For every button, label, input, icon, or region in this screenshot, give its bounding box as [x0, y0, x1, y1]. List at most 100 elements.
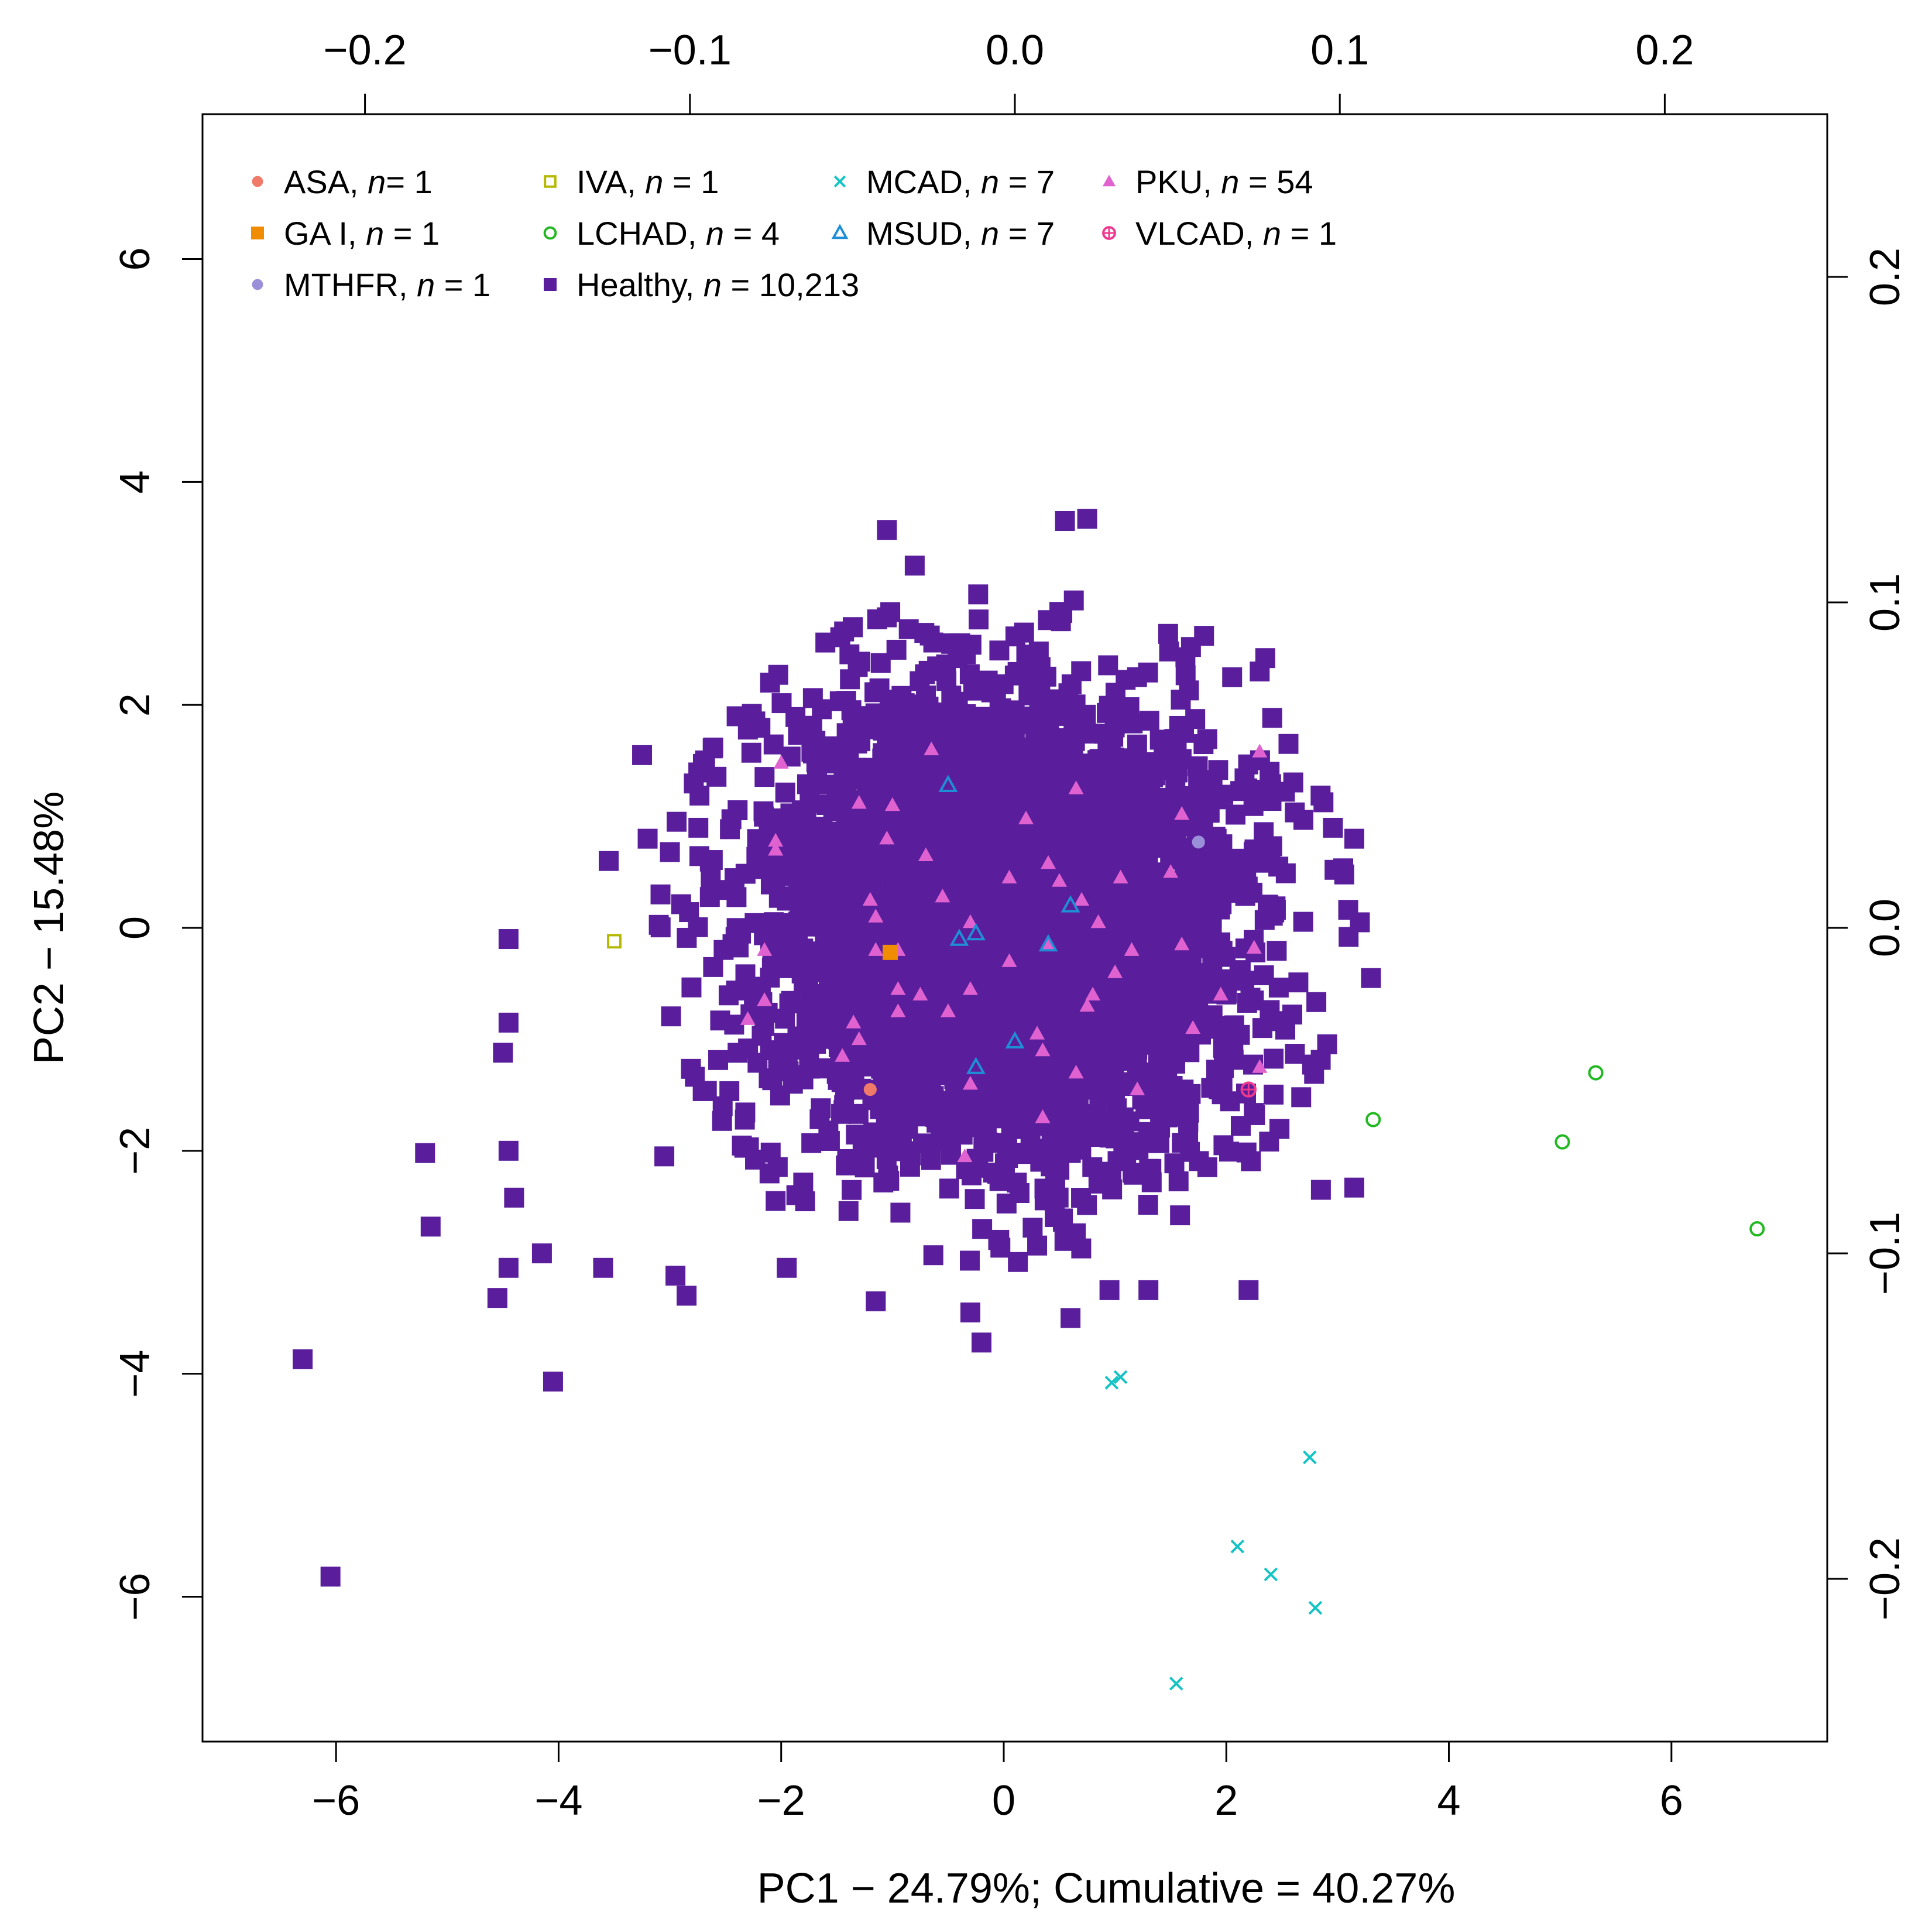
pku-point-shape	[1074, 892, 1090, 906]
legend-marker-shape	[252, 176, 263, 187]
healthy-point	[1260, 844, 1281, 864]
pku-point-shape	[962, 914, 978, 928]
healthy-point	[1194, 626, 1214, 646]
healthy-point	[836, 783, 857, 804]
healthy-point	[989, 1070, 1010, 1090]
healthy-point	[1028, 749, 1049, 769]
healthy-point	[828, 1029, 849, 1050]
x-tick-label: −4	[534, 1777, 582, 1824]
series-ga-i	[883, 944, 898, 960]
healthy-point	[904, 556, 925, 576]
healthy-point	[1278, 734, 1299, 754]
healthy-point	[955, 1103, 975, 1124]
mcad-point-stroke-b	[1264, 1567, 1278, 1582]
legend: ASA, n= 1 IVA, n = 1 MCAD, n = 7 PKU, n = 5…	[251, 163, 1337, 303]
asa-point-shape	[863, 1083, 877, 1096]
healthy-point	[862, 819, 882, 839]
healthy-point	[1016, 645, 1037, 665]
healthy-point	[671, 894, 691, 914]
pku-point	[862, 892, 878, 906]
mcad-point-stroke-b	[1303, 1450, 1317, 1465]
healthy-point	[1061, 698, 1081, 718]
healthy-point	[915, 664, 935, 684]
pku-point-shape	[918, 847, 934, 861]
healthy-point	[498, 1140, 519, 1161]
healthy-point	[1104, 1057, 1124, 1078]
msud-point	[1061, 895, 1080, 913]
healthy-point	[747, 1053, 768, 1073]
healthy-point	[859, 1133, 880, 1153]
healthy-point	[1162, 1025, 1182, 1046]
legend-marker	[251, 227, 264, 239]
pku-point-shape	[868, 942, 884, 956]
mcad-point-stroke-b	[1113, 1370, 1128, 1384]
series-mcad	[1104, 1370, 1323, 1691]
pku-point	[957, 1148, 973, 1163]
healthy-point	[941, 745, 962, 765]
healthy-point	[960, 760, 981, 781]
legend-marker-shape	[1103, 174, 1116, 187]
pku-point	[1090, 914, 1106, 928]
legend-marker	[252, 279, 263, 290]
msud-point	[966, 1057, 986, 1074]
healthy-point	[866, 1291, 886, 1311]
healthy-point	[890, 1202, 911, 1223]
top-tick-label: −0.2	[324, 27, 407, 74]
pku-point-shape	[757, 992, 773, 1006]
healthy-point	[1254, 822, 1274, 842]
healthy-point	[1313, 792, 1334, 813]
healthy-point	[846, 957, 866, 978]
pku-point-shape	[935, 889, 950, 903]
msud-point-shape	[966, 1057, 986, 1074]
legend-item-vlcad: VLCAD, n = 1	[1102, 215, 1337, 252]
healthy-point	[1202, 955, 1223, 975]
pku-point-shape	[1252, 743, 1268, 758]
healthy-point	[1094, 1009, 1115, 1030]
msud-point-shape	[1038, 934, 1058, 952]
healthy-point	[1011, 769, 1031, 789]
healthy-point	[946, 875, 967, 895]
pku-point	[1035, 1109, 1051, 1123]
lchad-point-shape	[1749, 1221, 1765, 1237]
healthy-point	[963, 831, 984, 852]
legend-marker	[833, 175, 846, 188]
healthy-point	[1168, 1171, 1189, 1191]
healthy-point	[1107, 1151, 1128, 1171]
lchad-point	[1749, 1221, 1765, 1237]
healthy-point	[725, 868, 745, 889]
pku-point	[890, 981, 906, 995]
healthy-point	[1149, 729, 1170, 750]
msud-point	[949, 928, 969, 946]
healthy-point	[1261, 791, 1282, 811]
healthy-point	[797, 998, 817, 1018]
healthy-point	[919, 1102, 940, 1123]
pku-point-shape	[957, 1148, 973, 1163]
healthy-point	[1238, 754, 1258, 774]
healthy-point	[746, 847, 767, 867]
healthy-point	[993, 835, 1014, 855]
healthy-point	[970, 672, 991, 693]
series-pku	[740, 741, 1268, 1163]
healthy-point	[886, 639, 907, 660]
healthy-point	[1260, 762, 1280, 782]
healthy-point	[1022, 1218, 1043, 1238]
healthy-point	[897, 962, 918, 982]
x-tick-label: 6	[1660, 1777, 1683, 1824]
mthfr-point	[1192, 835, 1205, 849]
healthy-point	[661, 1006, 681, 1027]
healthy-point	[1282, 1005, 1302, 1025]
msud-point-shape	[938, 774, 958, 793]
healthy-point	[872, 748, 893, 769]
healthy-point	[1117, 1009, 1138, 1029]
healthy-point	[1090, 928, 1110, 948]
healthy-point	[891, 1130, 912, 1151]
healthy-point	[1023, 664, 1044, 684]
healthy-point	[1089, 1084, 1110, 1105]
healthy-point	[779, 993, 799, 1014]
healthy-point	[632, 745, 653, 765]
healthy-point	[1213, 1037, 1233, 1058]
pku-point-shape	[879, 831, 895, 845]
healthy-point	[1123, 713, 1143, 734]
legend-item-asa: ASA, n= 1	[252, 163, 433, 200]
pku-point-shape	[1252, 1059, 1268, 1073]
